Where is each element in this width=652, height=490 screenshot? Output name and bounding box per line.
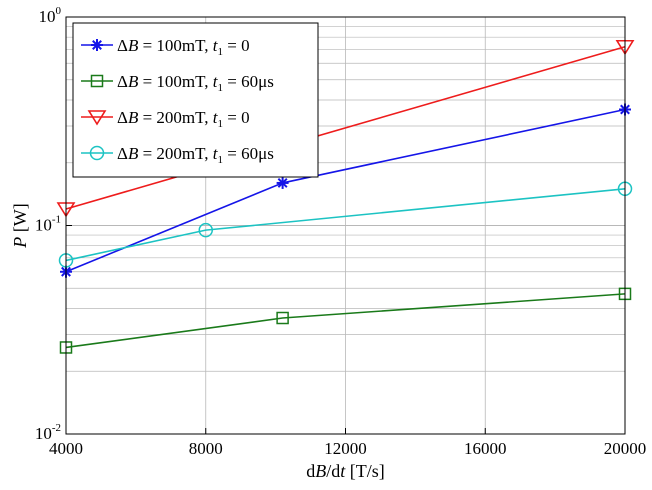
legend-item-3: ΔB = 200mT, t1 = 60μs [81,144,274,166]
y-tick-label: 10-1 [35,214,61,235]
legend-box [72,22,319,178]
x-tick-label: 4000 [49,439,83,458]
data-point [198,222,213,238]
x-tick-label: 20000 [604,439,647,458]
series-line [65,45,626,210]
x-tick-label: 12000 [324,439,367,458]
legend-marker [90,74,104,88]
x-axis-label: dB/dt [T/s] [306,461,385,481]
legend-item-1: ΔB = 100mT, t1 = 60μs [81,72,274,94]
y-tick-label: 100 [39,5,62,26]
legend-marker [89,145,105,161]
legend-marker [87,110,107,126]
data-point [277,177,288,188]
x-tick-label: 8000 [189,439,223,458]
y-tick-label: 10-2 [35,422,61,443]
legend-item-0: ΔB = 100mT, t1 = 0 [81,36,250,58]
legend: ΔB = 100mT, t1 = 0 ΔB = 100mT, t1 = 60μs Δ… [72,22,319,178]
legend-item-2: ΔB = 200mT, t1 = 0 [81,108,250,130]
legend-label: ΔB = 100mT, t1 = 0 [117,36,250,58]
legend-label: ΔB = 200mT, t1 = 0 [117,108,250,130]
tick-labels: 4000 8000 12000 16000 20000 10-2 10-1 100 [35,5,646,458]
series-line [65,187,626,262]
legend-marker [92,40,102,50]
legend-label: ΔB = 100mT, t1 = 60μs [117,72,274,94]
series-line [65,293,626,349]
x-tick-label: 16000 [464,439,507,458]
y-axis-label: P [W] [10,203,30,248]
legend-label: ΔB = 200mT, t1 = 60μs [117,144,274,166]
data-point [276,311,289,325]
